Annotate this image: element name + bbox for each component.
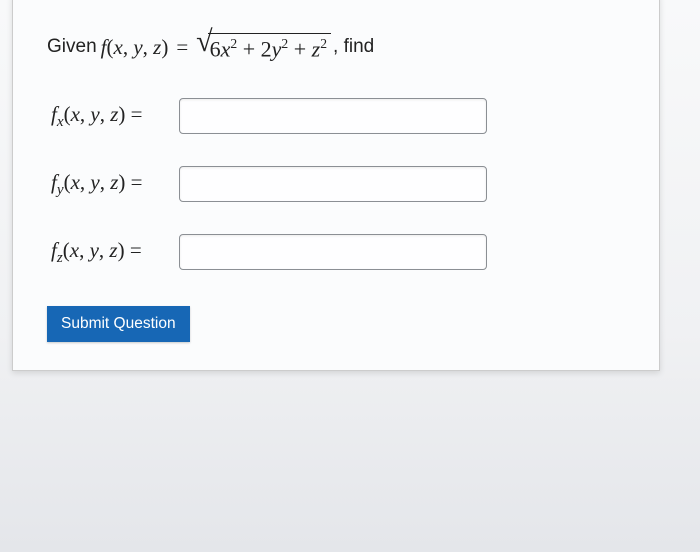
question-card: Given f(x, y, z) = √ 6x2 + 2y2 + z2 , fi… bbox=[12, 0, 660, 371]
function-definition: f(x, y, z) bbox=[97, 35, 169, 60]
given-statement: Given f(x, y, z) = √ 6x2 + 2y2 + z2 , fi… bbox=[47, 32, 639, 62]
fy-input[interactable] bbox=[179, 166, 487, 202]
fz-row: fz(x, y, z) = bbox=[47, 234, 639, 270]
func-args: (x, y, z) bbox=[106, 35, 168, 59]
square-root: √ 6x2 + 2y2 + z2 bbox=[196, 32, 331, 62]
given-prefix: Given bbox=[47, 36, 97, 58]
fx-input[interactable] bbox=[179, 98, 487, 134]
equals-sign: = bbox=[176, 35, 188, 60]
fz-label: fz(x, y, z) = bbox=[47, 238, 179, 267]
fx-row: fx(x, y, z) = bbox=[47, 98, 639, 134]
find-suffix: , find bbox=[333, 36, 374, 58]
fz-input[interactable] bbox=[179, 234, 487, 270]
submit-question-button[interactable]: Submit Question bbox=[47, 306, 190, 342]
radicand: 6x2 + 2y2 + z2 bbox=[208, 33, 331, 62]
fx-label: fx(x, y, z) = bbox=[47, 102, 179, 131]
fy-label: fy(x, y, z) = bbox=[47, 170, 179, 199]
fy-row: fy(x, y, z) = bbox=[47, 166, 639, 202]
